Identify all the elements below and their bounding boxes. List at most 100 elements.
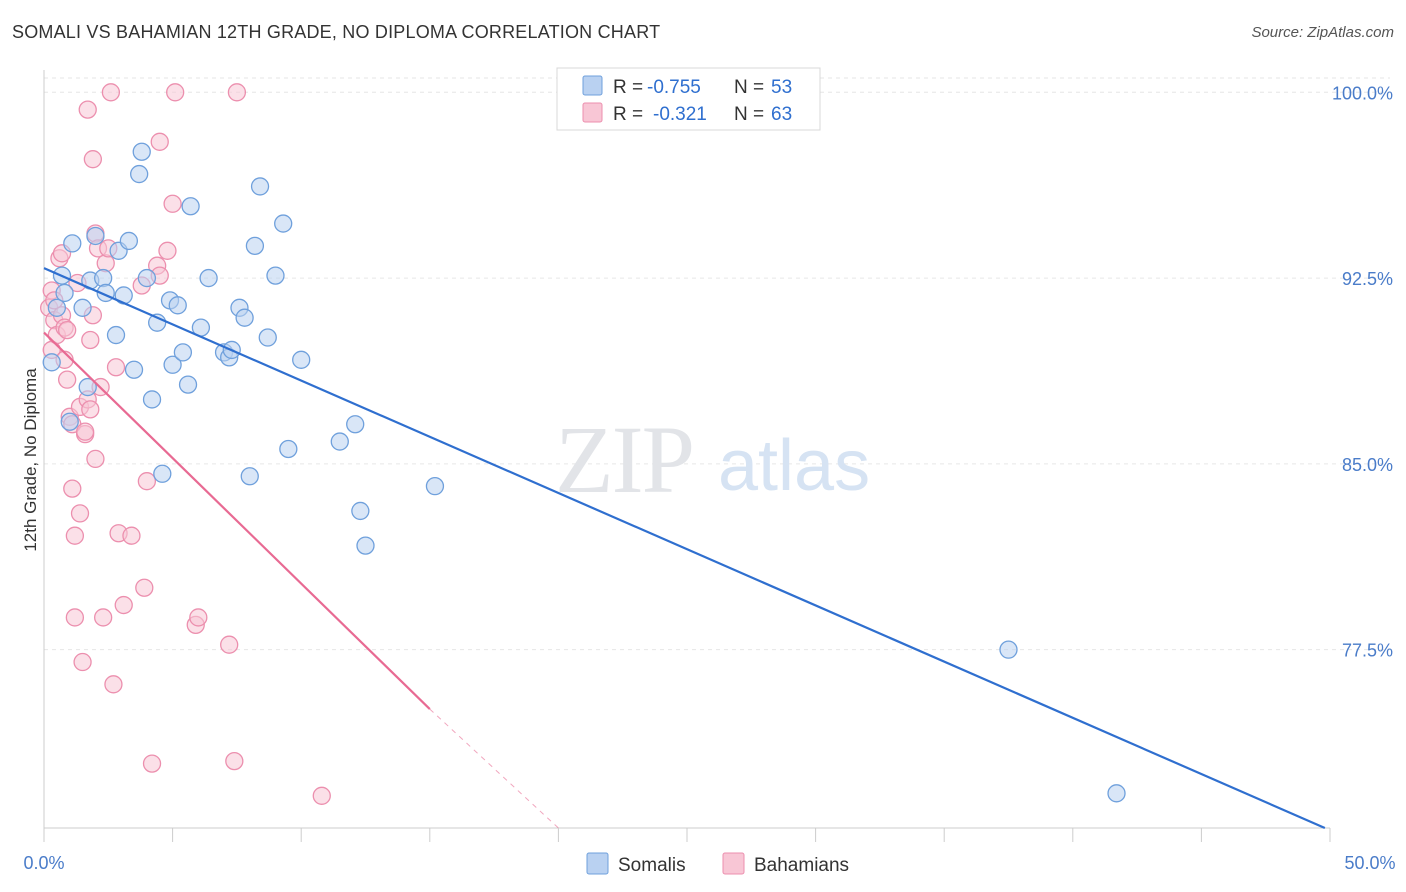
x-tick-label: 0.0% [23, 853, 64, 873]
somalis-point [351, 501, 370, 521]
bahamians-point [122, 526, 141, 545]
bahamians-point [86, 449, 105, 469]
somalis-point [137, 268, 157, 288]
bahamians-point [227, 83, 247, 102]
bahamians-point [163, 194, 182, 213]
bahamians-point [158, 241, 177, 260]
series-legend: Somalis Bahamians [586, 852, 849, 876]
y-tick-label: 85.0% [1342, 455, 1393, 475]
legend-label-bahamians: Bahamians [754, 855, 849, 876]
somalis-point [55, 283, 74, 303]
somalis-stats-swatch [582, 75, 603, 96]
somalis-point [78, 377, 97, 397]
somalis-point [279, 439, 298, 459]
bahamians-point [78, 100, 97, 119]
somalis-r-value: -0.755 [647, 77, 701, 98]
y-tick-labels: 77.5% 85.0% 92.5% 100.0% [1332, 83, 1393, 660]
somalis-point [240, 467, 259, 486]
stats-legend: R = -0.755 N = 53 R = -0.321 N = 63 [556, 67, 821, 131]
bahamians-point [81, 400, 100, 419]
somalis-points [42, 142, 1126, 803]
somalis-point [119, 231, 139, 251]
somalis-point [124, 360, 144, 379]
somalis-point [235, 308, 254, 327]
somalis-point [106, 325, 126, 345]
somalis-n-value: 53 [771, 77, 792, 98]
somalis-point [173, 343, 193, 362]
source-label: Source: ZipAtlas.com [1251, 24, 1394, 41]
bahamians-point [166, 83, 185, 102]
somalis-point [258, 328, 277, 347]
somalis-point [168, 296, 187, 315]
watermark-atlas: atlas [718, 426, 870, 506]
bahamians-stats-swatch [582, 102, 603, 123]
bahamians-point [312, 786, 331, 805]
somalis-point [130, 164, 149, 184]
somalis-point [94, 268, 113, 288]
somalis-point [47, 298, 67, 317]
bahamians-r-label: R = [613, 104, 643, 125]
bahamians-point [57, 320, 77, 340]
somalis-point [142, 390, 162, 409]
somalis-point [153, 464, 172, 483]
bahamians-point [83, 150, 103, 169]
bahamians-point [57, 370, 77, 389]
somalis-point [60, 412, 79, 431]
somalis-point [999, 640, 1018, 659]
x-tick-labels: 0.0% 50.0% [23, 853, 1395, 873]
x-axis [43, 70, 1331, 842]
y-tick-label: 100.0% [1332, 83, 1393, 103]
legend-swatch-bahamians [722, 852, 745, 875]
bahamians-n-value: 63 [771, 104, 792, 125]
somalis-point [330, 432, 349, 451]
watermark: ZIP atlas [555, 406, 870, 513]
somalis-trend-line [43, 267, 1326, 830]
chart-title: SOMALI VS BAHAMIAN 12TH GRADE, NO DIPLOM… [12, 22, 661, 42]
bahamians-n-label: N = [734, 104, 764, 125]
bahamians-point [76, 422, 95, 441]
bahamians-point [150, 132, 169, 151]
bahamians-point [94, 608, 113, 627]
somalis-point [86, 226, 105, 246]
somalis-point [292, 350, 311, 369]
somalis-n-label: N = [734, 77, 764, 98]
somalis-point [1107, 784, 1126, 803]
bahamians-point [220, 635, 239, 654]
bahamians-point [65, 608, 85, 627]
legend-label-somalis: Somalis [618, 855, 686, 876]
bahamians-point [101, 83, 121, 102]
x-tick-label: 50.0% [1344, 853, 1395, 873]
bahamians-point [104, 675, 123, 694]
trend-lines [43, 267, 1326, 830]
bahamians-point [114, 595, 133, 615]
somalis-point [181, 197, 200, 216]
somalis-point [425, 477, 445, 496]
bahamians-point [81, 330, 100, 350]
bahamians-point [135, 578, 154, 597]
bahamians-point [142, 754, 162, 773]
somalis-point [250, 177, 270, 196]
watermark-zip: ZIP [555, 406, 693, 513]
bahamians-point [189, 608, 208, 627]
somalis-point [245, 236, 265, 256]
bahamians-point [65, 526, 85, 545]
bahamians-point [137, 472, 157, 491]
somalis-point [274, 214, 293, 233]
somalis-point [63, 234, 82, 253]
grid-lines [44, 77, 1390, 651]
somalis-point [346, 415, 365, 434]
somalis-point [132, 142, 151, 161]
somalis-point [356, 536, 375, 555]
somalis-r-label: R = [613, 77, 643, 98]
bahamians-point [96, 254, 115, 273]
somalis-point [73, 298, 92, 317]
somalis-point [199, 268, 218, 288]
legend-swatch-somalis [586, 852, 609, 875]
bahamians-r-value: -0.321 [653, 104, 707, 125]
bahamians-point [63, 479, 82, 498]
bahamians-trend-extension [429, 708, 559, 829]
y-tick-label: 92.5% [1342, 269, 1393, 289]
y-tick-label: 77.5% [1342, 641, 1393, 661]
bahamians-point [225, 751, 244, 771]
bahamians-point [70, 504, 90, 523]
